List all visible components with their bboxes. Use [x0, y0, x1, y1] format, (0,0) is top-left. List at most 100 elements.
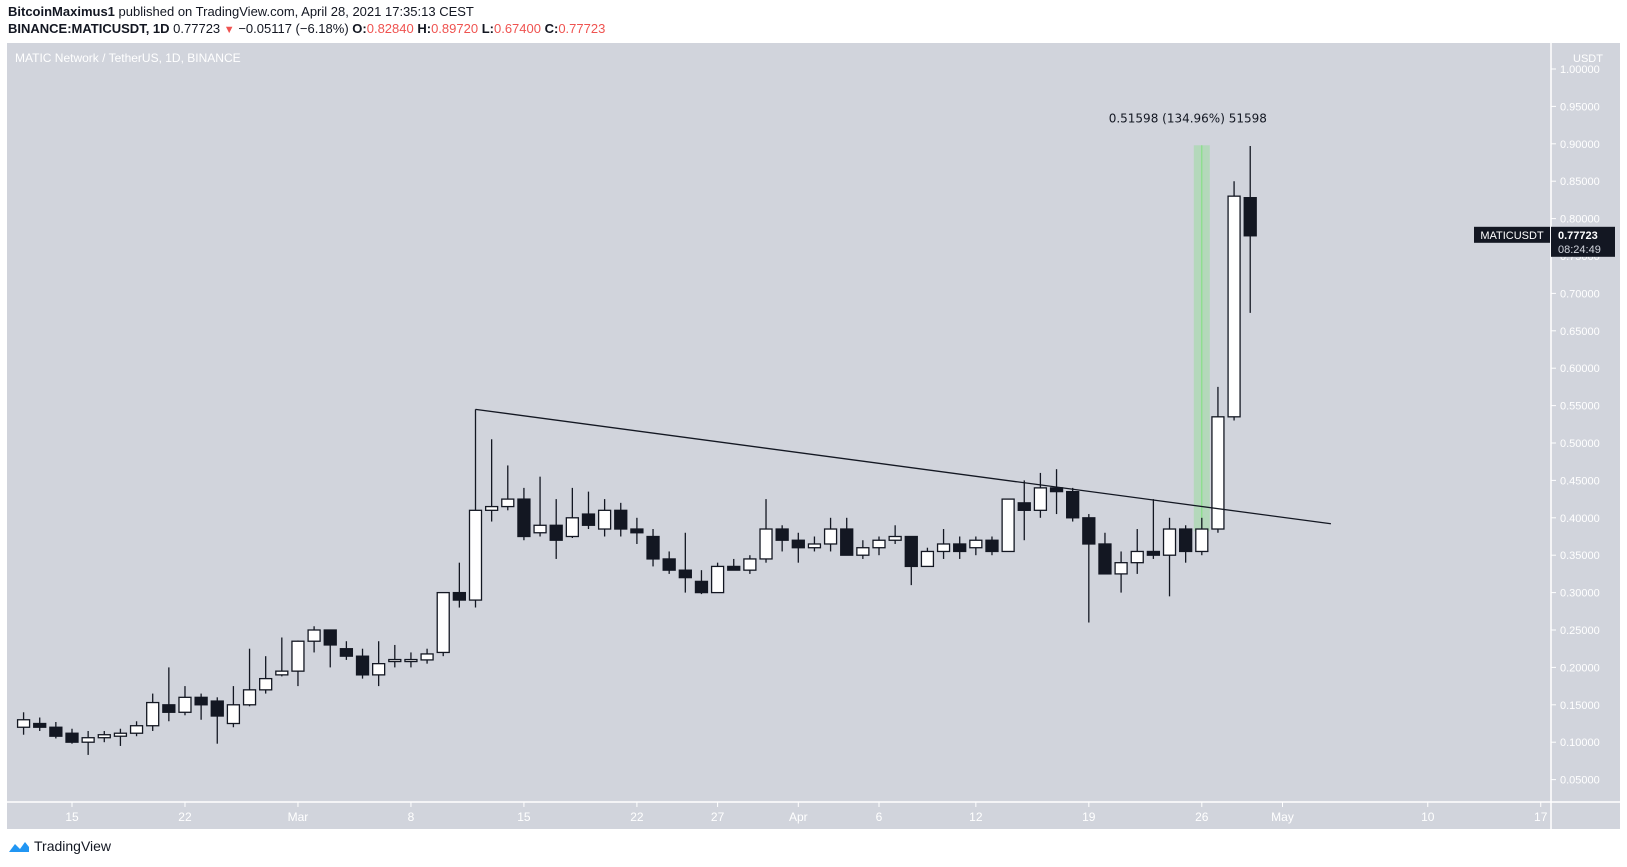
chart-legend: MATIC Network / TetherUS, 1D, BINANCE [15, 51, 241, 65]
bearish-candle[interactable] [1066, 490, 1080, 519]
bearish-candle[interactable] [791, 539, 805, 549]
bullish-candle[interactable] [178, 696, 192, 713]
bullish-candle[interactable] [242, 689, 257, 706]
measure-label: 0.51598 (134.96%) 51598 [1109, 111, 1267, 125]
bearish-candle[interactable] [646, 535, 660, 560]
bearish-candle[interactable] [1098, 543, 1112, 575]
bullish-candle[interactable] [259, 677, 273, 691]
bullish-candle[interactable] [759, 528, 773, 560]
close-label: C: [544, 21, 559, 36]
price-tick-label: 0.80000 [1560, 214, 1600, 226]
bullish-candle[interactable] [275, 670, 289, 676]
trendline[interactable] [475, 408, 1332, 525]
bullish-candle[interactable] [1195, 528, 1209, 553]
bullish-candle[interactable] [484, 505, 499, 511]
bearish-candle[interactable] [517, 498, 531, 538]
bearish-candle[interactable] [985, 539, 999, 553]
bullish-candle[interactable] [872, 539, 886, 549]
bearish-candle[interactable] [65, 732, 79, 743]
bullish-candle[interactable] [1033, 487, 1048, 511]
plot-area[interactable] [7, 43, 1551, 802]
bullish-candle[interactable] [97, 734, 111, 739]
bearish-candle[interactable] [662, 558, 676, 571]
bearish-candle[interactable] [339, 648, 354, 657]
bullish-candle[interactable] [710, 565, 725, 594]
last-price: 0.77723 [173, 21, 221, 36]
bearish-candle[interactable] [1082, 517, 1096, 545]
bearish-candle[interactable] [1049, 487, 1064, 493]
bullish-candle[interactable] [1130, 550, 1144, 564]
bullish-candle[interactable] [856, 547, 870, 556]
bearish-candle[interactable] [1243, 197, 1257, 237]
bullish-candle[interactable] [146, 701, 160, 727]
bullish-candle[interactable] [81, 737, 95, 743]
bullish-candle[interactable] [307, 629, 321, 642]
price-axis[interactable] [1551, 43, 1620, 829]
price-tick-label: 0.50000 [1560, 438, 1600, 450]
price-tick-label: 0.95000 [1560, 101, 1600, 113]
bearish-candle[interactable] [194, 696, 208, 706]
bearish-candle[interactable] [678, 569, 692, 579]
close-value: 0.77723 [558, 21, 606, 36]
time-axis[interactable] [7, 802, 1551, 829]
bullish-candle[interactable] [436, 591, 450, 654]
bearish-candle[interactable] [1017, 502, 1031, 511]
bullish-candle[interactable] [597, 509, 612, 530]
last-price-value: 0.77723 [1558, 230, 1598, 242]
tradingview-cloud-icon [9, 842, 29, 852]
bullish-candle[interactable] [291, 640, 305, 672]
bullish-candle[interactable] [969, 539, 983, 549]
bullish-candle[interactable] [404, 658, 418, 663]
bearish-candle[interactable] [694, 580, 709, 594]
bullish-candle[interactable] [823, 528, 838, 545]
bearish-candle[interactable] [49, 726, 63, 737]
bearish-candle[interactable] [162, 704, 176, 713]
currency-label: USDT [1573, 53, 1603, 65]
bullish-candle[interactable] [226, 704, 241, 725]
bearish-candle[interactable] [1146, 550, 1161, 556]
bearish-candle[interactable] [549, 524, 563, 541]
bullish-candle[interactable] [16, 719, 31, 728]
publisher-name: BitcoinMaximus1 [8, 4, 115, 19]
bearish-candle[interactable] [210, 700, 224, 717]
bullish-candle[interactable] [807, 543, 822, 549]
bullish-candle[interactable] [1001, 498, 1015, 553]
bearish-candle[interactable] [840, 528, 854, 556]
bullish-candle[interactable] [113, 732, 128, 737]
bullish-candle[interactable] [129, 725, 144, 734]
bullish-candle[interactable] [1211, 416, 1225, 530]
bullish-candle[interactable] [372, 663, 386, 676]
bearish-candle[interactable] [904, 535, 918, 568]
bullish-candle[interactable] [743, 558, 757, 571]
price-tick-label: 0.30000 [1560, 588, 1600, 600]
time-tick-label: 17 [1534, 810, 1548, 824]
bullish-candle[interactable] [468, 509, 483, 601]
bearish-candle[interactable] [33, 722, 47, 728]
bullish-candle[interactable] [388, 658, 402, 663]
price-tick-label: 0.40000 [1560, 513, 1600, 525]
price-change: −0.05117 (−6.18%) [238, 21, 349, 36]
bearish-candle[interactable] [614, 509, 628, 530]
bullish-candle[interactable] [1114, 562, 1128, 575]
bullish-candle[interactable] [533, 524, 547, 534]
bearish-candle[interactable] [452, 591, 467, 601]
bearish-candle[interactable] [775, 528, 789, 541]
bearish-candle[interactable] [323, 629, 337, 646]
bearish-candle[interactable] [1179, 528, 1193, 553]
bearish-candle[interactable] [355, 655, 370, 676]
high-label: H: [417, 21, 432, 36]
bullish-candle[interactable] [920, 550, 935, 568]
bearish-candle[interactable] [727, 565, 741, 571]
bearish-candle[interactable] [630, 528, 644, 534]
bearish-candle[interactable] [953, 543, 967, 553]
bullish-candle[interactable] [501, 498, 515, 508]
price-tick-label: 0.35000 [1560, 550, 1600, 562]
bullish-candle[interactable] [1227, 195, 1241, 418]
bearish-candle[interactable] [581, 513, 596, 526]
bullish-candle[interactable] [1162, 528, 1177, 556]
bullish-candle[interactable] [420, 653, 434, 661]
bullish-candle[interactable] [936, 543, 951, 553]
bullish-candle[interactable] [888, 535, 902, 541]
bullish-candle[interactable] [565, 517, 579, 538]
